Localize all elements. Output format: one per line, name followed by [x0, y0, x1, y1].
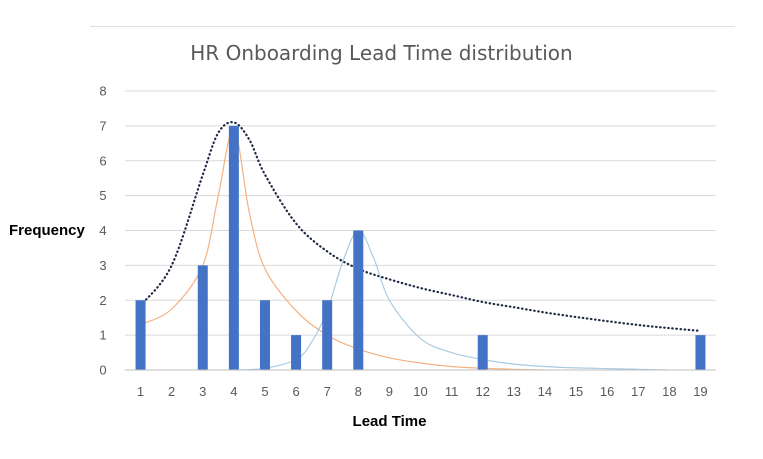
- y-tick-label: 1: [99, 328, 106, 343]
- x-tick-label: 14: [538, 384, 552, 399]
- x-tick-label: 16: [600, 384, 614, 399]
- bars: [135, 125, 706, 370]
- bar-8: [353, 230, 364, 370]
- bar-5: [259, 300, 270, 370]
- y-tick-label: 5: [99, 188, 106, 203]
- bar-6: [291, 335, 302, 370]
- x-tick-label: 13: [507, 384, 521, 399]
- y-tick-label: 2: [99, 293, 106, 308]
- x-tick-label: 17: [631, 384, 645, 399]
- y-axis-label: Frequency: [9, 222, 85, 239]
- trend-curve-1: [139, 121, 702, 332]
- x-tick-label: 9: [386, 384, 393, 399]
- chart-title: HR Onboarding Lead Time distribution: [190, 41, 573, 65]
- bar-1: [135, 300, 146, 370]
- x-tick-label: 15: [569, 384, 583, 399]
- y-tick-label: 3: [99, 258, 106, 273]
- top-divider: [90, 26, 735, 27]
- x-tick-label: 7: [324, 384, 331, 399]
- x-tick-label: 8: [355, 384, 362, 399]
- x-tick-label: 12: [475, 384, 489, 399]
- gridlines: [125, 90, 716, 336]
- bar-19: [695, 335, 706, 370]
- y-tick-label: 7: [99, 118, 106, 133]
- x-tick-label: 3: [199, 384, 206, 399]
- y-tick-label: 4: [99, 223, 106, 238]
- bar-12: [477, 335, 488, 370]
- x-tick-label: 2: [168, 384, 175, 399]
- x-tick-label: 19: [693, 384, 707, 399]
- x-axis-label: Lead Time: [352, 413, 427, 430]
- x-tick-label: 5: [261, 384, 268, 399]
- y-tick-label: 8: [99, 84, 106, 99]
- y-tick-label: 6: [99, 153, 106, 168]
- x-tick-label: 4: [230, 384, 237, 399]
- bar-7: [322, 300, 333, 370]
- x-tick-label: 1: [137, 384, 144, 399]
- trend-curves: [139, 121, 702, 371]
- x-tick-label: 10: [413, 384, 427, 399]
- bar-4: [228, 125, 239, 370]
- x-tick-label: 11: [445, 384, 459, 399]
- x-tick-label: 6: [292, 384, 299, 399]
- y-tick-label: 0: [99, 363, 106, 378]
- x-tick-label: 18: [662, 384, 676, 399]
- trend-curve-3: [233, 229, 670, 371]
- bar-3: [197, 265, 208, 370]
- trend-curve-2: [140, 128, 546, 371]
